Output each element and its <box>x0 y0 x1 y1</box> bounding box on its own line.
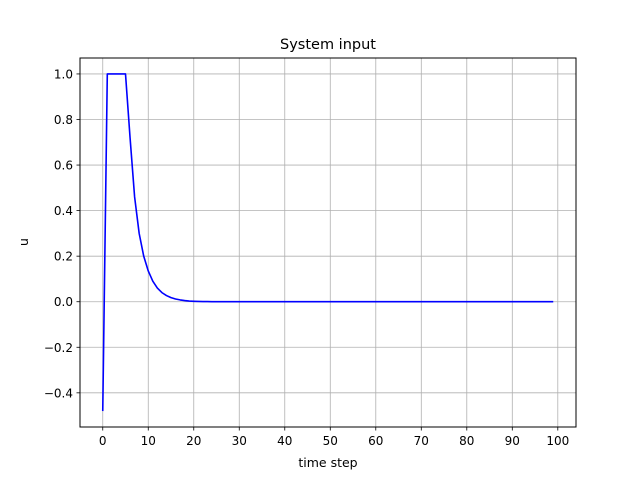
x-tick-label: 20 <box>186 434 201 448</box>
plot-frame <box>79 57 577 428</box>
y-tick-label: 0.0 <box>54 295 73 309</box>
series-layer <box>101 73 554 412</box>
chart-title: System input <box>280 37 376 53</box>
x-tick-label: 70 <box>414 434 429 448</box>
x-tick-label: 0 <box>99 434 107 448</box>
x-tick-label: 90 <box>505 434 520 448</box>
x-tick-label: 100 <box>546 434 569 448</box>
y-axis-ticks: −0.4 −0.2 0.0 0.2 0.4 0.6 0.8 1.0 <box>44 67 80 400</box>
y-tick-label: 1.0 <box>54 67 73 81</box>
y-tick-label: 0.8 <box>54 113 73 127</box>
x-tick-label: 60 <box>368 434 383 448</box>
x-tick-label: 30 <box>232 434 247 448</box>
x-tick-label: 40 <box>277 434 292 448</box>
plot-area <box>80 58 576 427</box>
y-tick-label: 0.4 <box>54 204 73 218</box>
x-axis-label: time step <box>298 455 357 470</box>
series-line-u <box>101 73 554 412</box>
y-tick-label: −0.4 <box>44 386 73 400</box>
x-tick-label: 10 <box>141 434 156 448</box>
y-tick-label: −0.2 <box>44 341 73 355</box>
x-tick-label: 80 <box>459 434 474 448</box>
x-axis-ticks: 0 10 20 30 40 50 60 70 80 90 100 <box>99 427 569 448</box>
y-axis-label: u <box>16 238 31 246</box>
y-tick-label: 0.2 <box>54 250 73 264</box>
x-tick-label: 50 <box>323 434 338 448</box>
y-tick-label: 0.6 <box>54 159 73 173</box>
